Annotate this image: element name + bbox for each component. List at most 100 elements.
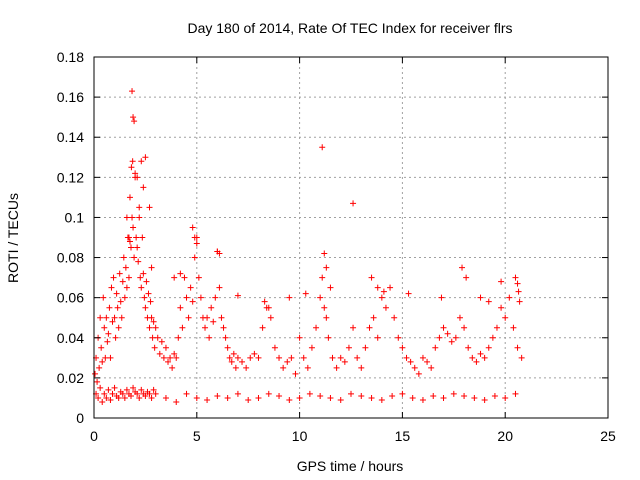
data-point [232, 364, 239, 371]
data-point [173, 354, 180, 361]
data-point [125, 274, 132, 281]
data-point [432, 344, 439, 351]
data-point [173, 398, 180, 405]
data-point [140, 270, 147, 277]
data-point [288, 354, 295, 361]
data-point [518, 354, 525, 361]
data-point [389, 392, 396, 399]
data-point [459, 264, 466, 271]
data-point [118, 314, 125, 321]
data-point [128, 164, 135, 171]
data-point [189, 224, 196, 231]
data-point [440, 394, 447, 401]
data-point [469, 354, 476, 361]
data-point [148, 314, 155, 321]
data-point [327, 284, 334, 291]
data-point [382, 304, 389, 311]
data-point [465, 344, 472, 351]
data-point [134, 244, 141, 251]
data-point [187, 284, 194, 291]
data-point [121, 294, 128, 301]
data-point [112, 334, 119, 341]
data-point [502, 394, 509, 401]
y-axis-label: ROTI / TECUs [5, 193, 21, 283]
data-point [409, 394, 416, 401]
x-tick-label: 25 [600, 428, 616, 444]
data-point [399, 344, 406, 351]
data-point [97, 384, 104, 391]
data-point [148, 264, 155, 271]
y-tick-label: 0.06 [57, 290, 84, 306]
data-point [136, 394, 143, 401]
x-tick-label: 0 [90, 428, 98, 444]
data-point [477, 350, 484, 357]
y-tick-label: 0.1 [65, 209, 85, 225]
data-point [234, 390, 241, 397]
data-point [436, 334, 443, 341]
data-point [405, 290, 412, 297]
data-point [415, 370, 422, 377]
data-point [255, 354, 262, 361]
data-point [440, 324, 447, 331]
data-point [126, 238, 133, 245]
data-point [489, 334, 496, 341]
data-point [123, 284, 130, 291]
y-tick-label: 0.12 [57, 169, 84, 185]
data-point [115, 394, 122, 401]
data-point [216, 284, 223, 291]
x-tick-label: 20 [497, 428, 513, 444]
data-point [129, 158, 136, 165]
data-point [485, 344, 492, 351]
data-point [134, 174, 141, 181]
data-point [461, 324, 468, 331]
chart-title: Day 180 of 2014, Rate Of TEC Index for r… [187, 20, 512, 36]
data-point [350, 200, 357, 207]
data-point [403, 354, 410, 361]
data-point [325, 334, 332, 341]
data-point [99, 358, 106, 365]
data-point [126, 194, 133, 201]
y-tick-label: 0.04 [57, 330, 84, 346]
data-point [329, 354, 336, 361]
data-point [516, 298, 523, 305]
data-point [370, 314, 377, 321]
data-point [317, 392, 324, 399]
data-point [280, 364, 287, 371]
data-point [95, 394, 102, 401]
data-point [204, 396, 211, 403]
data-point [156, 350, 163, 357]
data-point [206, 334, 213, 341]
data-point [234, 354, 241, 361]
data-point [319, 274, 326, 281]
data-point [150, 318, 157, 325]
data-point [136, 204, 143, 211]
data-point [145, 290, 152, 297]
data-point [97, 314, 104, 321]
x-tick-label: 10 [292, 428, 308, 444]
data-point [430, 392, 437, 399]
data-point [148, 394, 155, 401]
data-point [149, 334, 156, 341]
data-point [419, 396, 426, 403]
data-point [276, 392, 283, 399]
data-point [129, 88, 136, 95]
data-point [368, 274, 375, 281]
data-point [411, 364, 418, 371]
data-point [345, 344, 352, 351]
data-point [175, 334, 182, 341]
data-point [292, 370, 299, 377]
data-point [158, 338, 165, 345]
data-point [204, 314, 211, 321]
x-axis-label: GPS time / hours [297, 458, 404, 474]
data-point [313, 324, 320, 331]
data-point [224, 344, 231, 351]
data-point [323, 264, 330, 271]
data-point [147, 298, 154, 305]
data-point [131, 254, 138, 261]
data-point [195, 274, 202, 281]
data-point [142, 392, 149, 399]
data-point [115, 324, 122, 331]
data-point [122, 264, 129, 271]
data-point [337, 354, 344, 361]
y-tick-label: 0.08 [57, 250, 84, 266]
